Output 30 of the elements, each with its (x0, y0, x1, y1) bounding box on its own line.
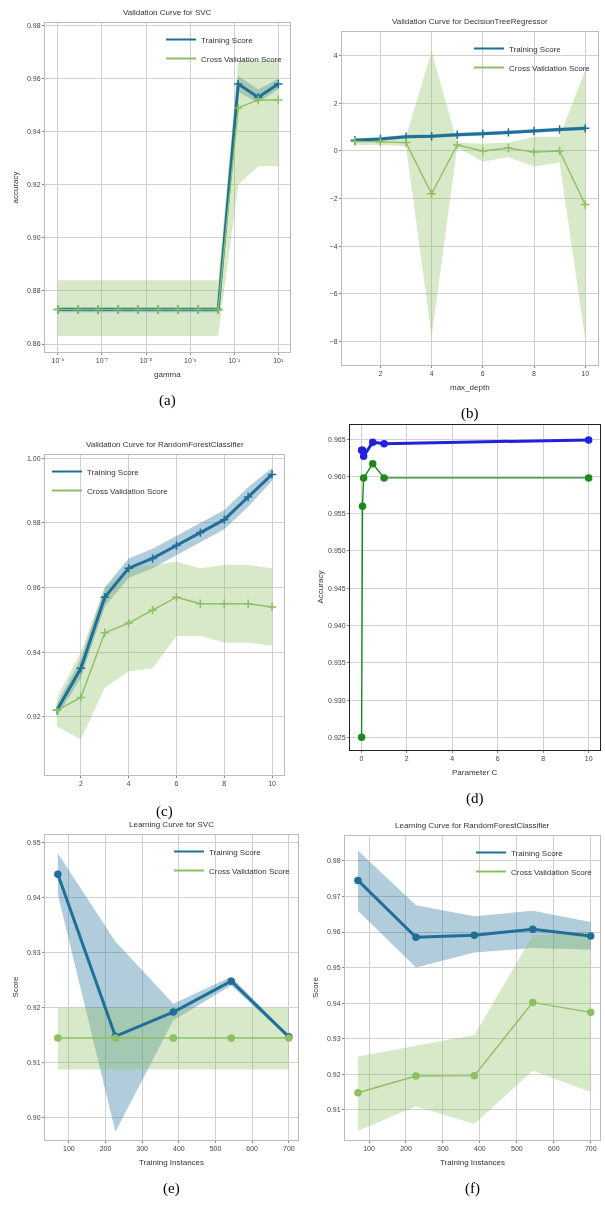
text: (e) (163, 1180, 180, 1197)
legend-label: Training Score (511, 848, 564, 858)
text: (d) (466, 790, 484, 807)
text: (a) (159, 392, 176, 409)
x-axis-title: Training Instances (440, 1158, 506, 1167)
legend-label: Cross Validation Score (87, 486, 169, 496)
y-axis-title: Score (10, 976, 20, 998)
chart-title: Learning Curve for SVC (129, 820, 215, 829)
y-axis-title: Accuracy (315, 570, 325, 604)
text: (f) (465, 1180, 480, 1197)
legend-label: Cross Validation Score (509, 63, 591, 73)
legend-label: Cross Validation Score (201, 54, 283, 64)
legend-label: Training Score (209, 847, 262, 857)
x-axis-title: Training Instances (139, 1158, 205, 1167)
x-axis-title: Parameter C (452, 768, 498, 777)
legend-label: Training Score (201, 35, 254, 45)
legend-label: Cross Validation Score (511, 867, 593, 877)
chart-title: Validation Curve for DecisionTreeRegressor (392, 17, 548, 26)
legend-label: Cross Validation Score (209, 866, 291, 876)
text: (b) (461, 405, 479, 422)
x-axis-title: max_depth (450, 383, 490, 392)
y-axis-title: Score (311, 976, 320, 998)
text: (c) (156, 803, 173, 820)
chart-title: Learning Curve for RandomForestClassifier (395, 821, 550, 830)
x-axis-title: gamma (154, 370, 182, 379)
legend-label: Training Score (509, 44, 562, 54)
legend-label: Training Score (87, 467, 140, 477)
chart-title: Validation Curve for RandomForestClassifier (86, 440, 245, 449)
chart-title: Validation Curve for SVC (123, 8, 212, 17)
y-axis-title: accuracy (10, 171, 20, 204)
